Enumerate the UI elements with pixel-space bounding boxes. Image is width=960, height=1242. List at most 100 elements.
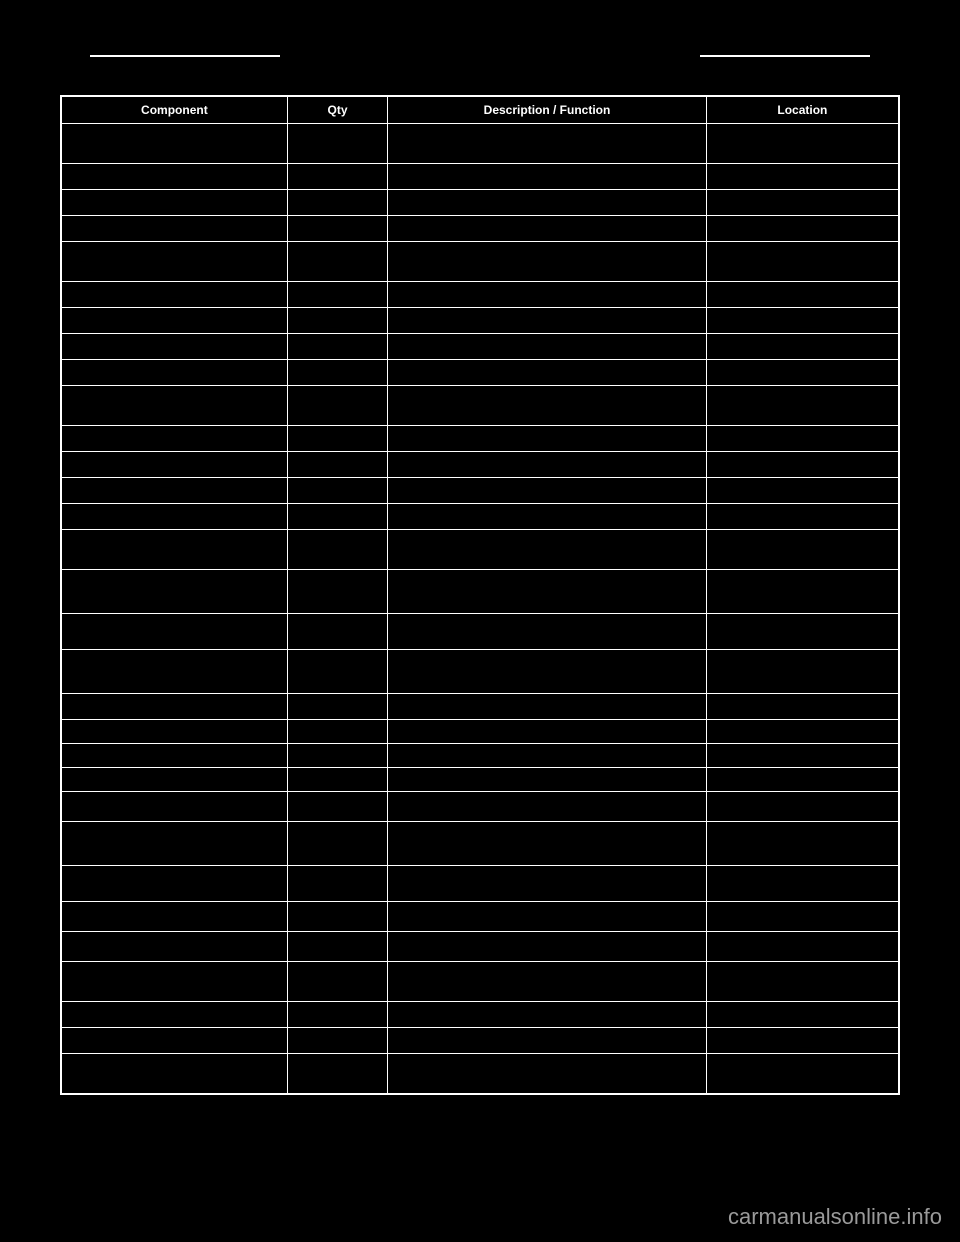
table-cell	[706, 1054, 899, 1094]
table-cell	[287, 650, 388, 694]
table-cell	[706, 570, 899, 614]
table-row	[61, 720, 899, 744]
table-cell	[706, 478, 899, 504]
table-container: Component Qty Description / Function Loc…	[0, 70, 960, 1095]
table-cell	[61, 866, 287, 902]
table-cell	[388, 530, 706, 570]
table-cell	[61, 650, 287, 694]
table-row	[61, 360, 899, 386]
table-cell	[388, 822, 706, 866]
table-row	[61, 386, 899, 426]
table-cell	[287, 792, 388, 822]
table-cell	[61, 216, 287, 242]
table-header-row: Component Qty Description / Function Loc…	[61, 96, 899, 124]
table-cell	[388, 190, 706, 216]
table-cell	[287, 386, 388, 426]
table-row	[61, 530, 899, 570]
table-cell	[388, 694, 706, 720]
table-row	[61, 478, 899, 504]
table-row	[61, 570, 899, 614]
table-cell	[287, 1002, 388, 1028]
table-cell	[287, 452, 388, 478]
table-cell	[61, 242, 287, 282]
fuse-table: Component Qty Description / Function Loc…	[60, 95, 900, 1095]
table-cell	[61, 452, 287, 478]
table-row	[61, 1002, 899, 1028]
table-cell	[706, 962, 899, 1002]
table-cell	[388, 242, 706, 282]
table-row	[61, 124, 899, 164]
table-row	[61, 334, 899, 360]
table-cell	[706, 164, 899, 190]
table-cell	[706, 650, 899, 694]
table-cell	[61, 308, 287, 334]
table-cell	[287, 902, 388, 932]
table-cell	[706, 768, 899, 792]
table-cell	[61, 360, 287, 386]
col-header-2: Description / Function	[388, 96, 706, 124]
table-row	[61, 902, 899, 932]
table-cell	[61, 386, 287, 426]
table-cell	[287, 1054, 388, 1094]
table-cell	[287, 822, 388, 866]
table-cell	[706, 124, 899, 164]
table-row	[61, 216, 899, 242]
table-cell	[287, 426, 388, 452]
table-cell	[61, 282, 287, 308]
table-cell	[706, 216, 899, 242]
table-cell	[388, 962, 706, 1002]
table-cell	[388, 902, 706, 932]
table-cell	[388, 650, 706, 694]
table-row	[61, 866, 899, 902]
table-row	[61, 932, 899, 962]
table-cell	[61, 694, 287, 720]
table-cell	[61, 530, 287, 570]
table-cell	[61, 1002, 287, 1028]
table-cell	[61, 720, 287, 744]
table-cell	[61, 744, 287, 768]
table-cell	[388, 792, 706, 822]
table-cell	[706, 360, 899, 386]
table-cell	[388, 720, 706, 744]
table-row	[61, 744, 899, 768]
table-cell	[61, 768, 287, 792]
table-cell	[388, 360, 706, 386]
table-row	[61, 1054, 899, 1094]
table-cell	[388, 386, 706, 426]
table-cell	[61, 962, 287, 1002]
header-right-rule	[700, 55, 870, 57]
table-cell	[388, 426, 706, 452]
page-header	[0, 0, 960, 70]
col-header-1: Qty	[287, 96, 388, 124]
table-cell	[61, 164, 287, 190]
table-cell	[706, 282, 899, 308]
table-cell	[287, 308, 388, 334]
table-row	[61, 164, 899, 190]
table-row	[61, 1028, 899, 1054]
col-header-0: Component	[61, 96, 287, 124]
table-cell	[61, 478, 287, 504]
table-cell	[61, 334, 287, 360]
table-cell	[388, 164, 706, 190]
table-cell	[706, 614, 899, 650]
table-cell	[287, 1028, 388, 1054]
table-cell	[287, 190, 388, 216]
table-cell	[388, 216, 706, 242]
table-cell	[388, 1002, 706, 1028]
table-cell	[287, 866, 388, 902]
col-header-3: Location	[706, 96, 899, 124]
table-cell	[287, 216, 388, 242]
table-cell	[706, 1002, 899, 1028]
table-cell	[388, 614, 706, 650]
table-cell	[706, 1028, 899, 1054]
table-cell	[287, 504, 388, 530]
table-cell	[706, 504, 899, 530]
table-row	[61, 650, 899, 694]
table-cell	[388, 334, 706, 360]
table-cell	[61, 190, 287, 216]
table-cell	[61, 902, 287, 932]
table-cell	[388, 124, 706, 164]
table-body	[61, 124, 899, 1094]
table-cell	[61, 570, 287, 614]
table-cell	[61, 1054, 287, 1094]
